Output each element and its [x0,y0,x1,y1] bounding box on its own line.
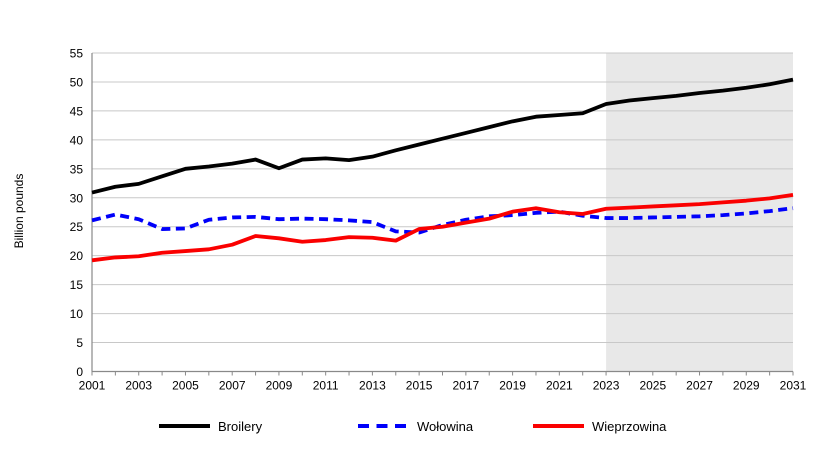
y-tick-label: 20 [70,249,84,263]
y-tick-label: 10 [70,307,84,321]
x-tick-label: 2023 [593,379,620,393]
legend-swatch-broilery-icon [159,424,210,428]
x-tick-label: 2027 [686,379,713,393]
y-tick-label: 0 [76,365,83,379]
y-axis-title: Billion pounds [12,173,26,249]
x-tick-label: 2029 [733,379,760,393]
y-tick-label: 50 [70,75,84,89]
x-tick-label: 2009 [266,379,293,393]
series-line-broilery [91,77,794,195]
x-tick-label: 2015 [406,379,433,393]
y-tick-label: 25 [70,220,84,234]
y-tick-label: 30 [70,191,84,205]
y-tick-label: 40 [70,133,84,147]
y-tick-label: 5 [76,336,83,350]
forecast-region [606,53,793,372]
x-tick-label: 2003 [125,379,152,393]
legend-swatch-wieprzowina-icon [533,424,584,428]
legend-swatch-wolowina-icon [358,424,409,428]
y-tick-label: 45 [70,104,84,118]
series-line-woowina [91,206,794,235]
legend-item-wieprzowina: Wieprzowina [532,416,666,436]
x-tick-label: 2007 [219,379,246,393]
legend-label-wolowina: Wołowina [417,418,474,434]
x-tick-label: 2031 [780,379,807,393]
x-tick-label: 2025 [639,379,666,393]
chart-legend: Broilery Wołowina Wieprzowina [0,416,820,438]
x-tick-label: 2013 [359,379,386,393]
x-tick-label: 2019 [499,379,526,393]
legend-label-wieprzowina: Wieprzowina [592,418,667,434]
series-line-wieprzowina [91,192,794,263]
x-tick-label: 2021 [546,379,573,393]
legend-label-broilery: Broilery [218,418,263,434]
y-tick-label: 15 [70,278,84,292]
x-tick-label: 2005 [172,379,199,393]
x-tick-label: 2001 [79,379,106,393]
y-tick-label: 55 [70,47,84,61]
x-tick-label: 2011 [313,379,339,393]
y-tick-label: 35 [70,162,84,176]
legend-item-wolowina: Wołowina [357,416,473,436]
legend-item-broilery: Broilery [158,416,262,436]
x-tick-label: 2017 [453,379,480,393]
